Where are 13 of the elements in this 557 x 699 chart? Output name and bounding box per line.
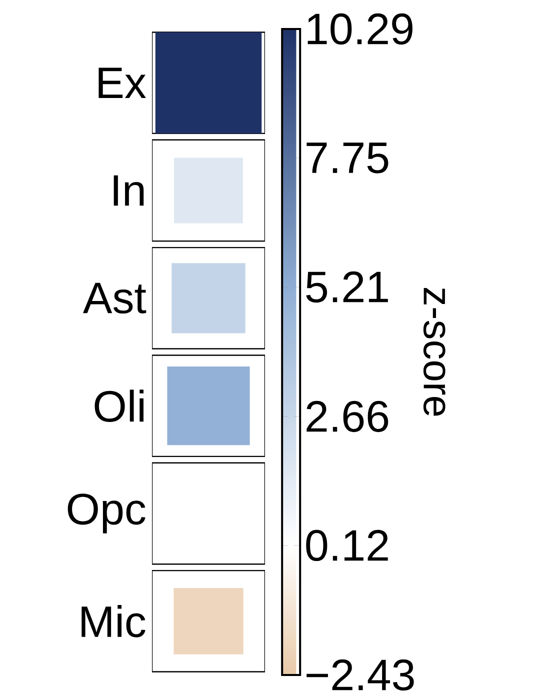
y-tick-label: Oli <box>94 390 144 422</box>
color-bar-label: 10.29 <box>308 13 412 45</box>
y-tick-label: In <box>114 175 144 206</box>
color-bar-label: 2.66 <box>306 400 388 432</box>
y-tick-label: Opc <box>68 494 146 534</box>
color-bar-title: z-score <box>423 288 446 416</box>
color-bar-label: 5.21 <box>306 271 388 303</box>
color-bar-label: 0.12 <box>306 530 388 562</box>
y-tick-label: Ex <box>98 68 146 98</box>
color-bar-label: 7.75 <box>306 142 388 174</box>
y-tick-label: Mic <box>82 605 146 638</box>
y-tick-label: Ast <box>82 282 146 314</box>
color-bar-label: −2.43 <box>306 659 414 691</box>
